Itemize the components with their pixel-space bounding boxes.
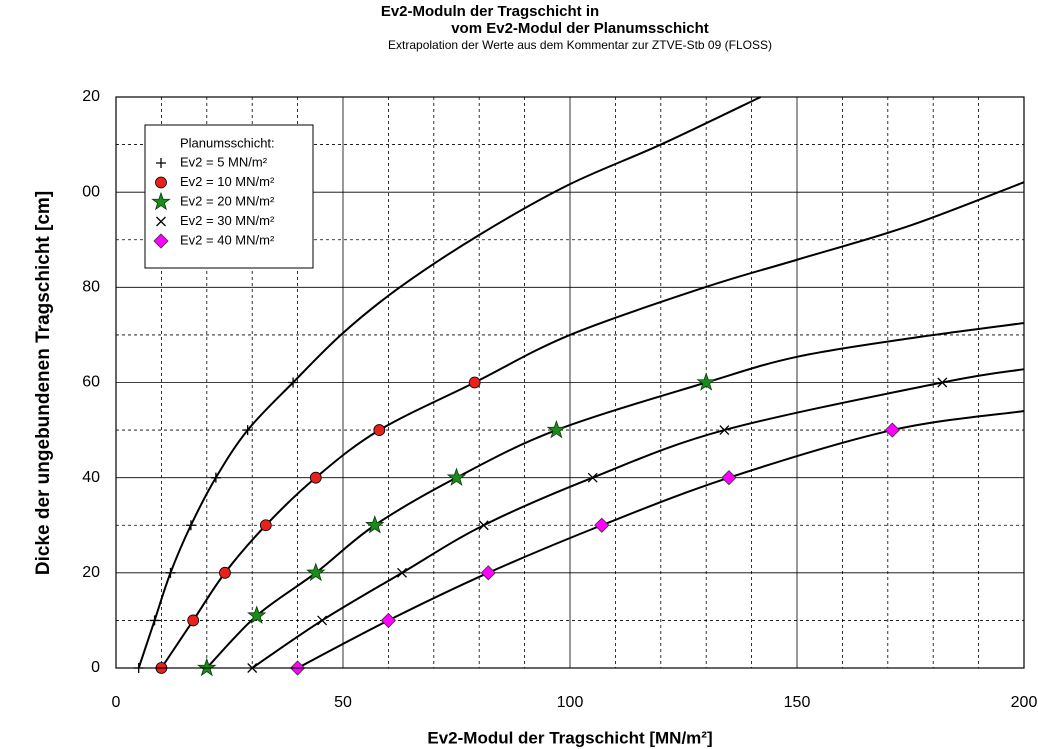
marker [719, 425, 730, 436]
y-tick-label: 40 [82, 469, 100, 486]
marker [594, 517, 610, 533]
marker [397, 567, 407, 578]
marker [259, 519, 272, 532]
legend-box [144, 124, 314, 269]
marker [373, 424, 386, 436]
curve [251, 368, 1025, 669]
marker [149, 615, 160, 626]
marker [156, 216, 166, 227]
chart-subtitle: Extrapolation der Werte aus dem Kommenta… [388, 38, 772, 52]
marker [247, 605, 267, 624]
y-axis-label: Dicke der ungebundenen Tragschicht [cm] [33, 191, 54, 575]
chart-title: vom Ev2-Modul der Planumsschicht [451, 20, 709, 37]
marker [480, 565, 496, 581]
y-tick-label: 120 [73, 88, 100, 105]
marker [309, 471, 322, 484]
marker [721, 470, 737, 486]
marker [317, 615, 328, 626]
marker [288, 377, 299, 388]
marker [210, 472, 221, 483]
legend-label: Ev2 = 30 MN/m² [180, 213, 275, 228]
marker [187, 614, 200, 627]
marker [937, 377, 948, 388]
marker [197, 657, 217, 677]
x-tick-label: 200 [1011, 694, 1038, 711]
legend: Planumsschicht: Ev2 = 5 MN/m² Ev2 = 10 MN/… [144, 124, 314, 269]
marker [156, 158, 166, 168]
marker [478, 520, 489, 531]
curve [206, 322, 1025, 669]
marker [219, 566, 231, 579]
legend-label: Ev2 = 5 MN/m² [180, 154, 268, 169]
chart-title: Ev2-Moduln der Tragschicht in [381, 3, 599, 20]
legend-label: Ev2 = 20 MN/m² [180, 193, 275, 208]
y-tick-label: 20 [82, 564, 100, 581]
x-tick-label: 0 [112, 694, 121, 711]
plot-frame [115, 96, 1025, 669]
y-tick-labels: 0 20 40 60 80 100 120 [73, 88, 100, 676]
marker [380, 612, 396, 628]
marker [242, 425, 253, 436]
marker [468, 376, 481, 389]
x-tick-label: 150 [784, 694, 811, 711]
marker [153, 233, 169, 249]
curve [137, 96, 762, 669]
marker [546, 419, 567, 439]
marker [151, 191, 171, 211]
y-tick-label: 0 [91, 659, 100, 676]
legend-title: Planumsschicht: [180, 135, 275, 150]
x-axis-label: Ev2-Modul der Tragschicht [MN/m²] [427, 728, 712, 747]
marker [306, 562, 326, 582]
y-tick-label: 100 [73, 183, 100, 200]
marker [185, 520, 196, 531]
x-tick-label: 100 [557, 694, 584, 711]
y-tick-label: 80 [82, 279, 100, 296]
marker [155, 176, 167, 189]
legend-label: Ev2 = 10 MN/m² [180, 174, 275, 189]
plot [133, 96, 1025, 677]
marker [884, 422, 900, 438]
marker [696, 372, 716, 391]
marker [446, 467, 467, 486]
x-tick-label: 50 [334, 694, 352, 711]
marker [587, 472, 598, 483]
marker [365, 515, 385, 534]
legend-label: Ev2 = 40 MN/m² [180, 232, 275, 247]
marker [165, 567, 176, 578]
y-tick-label: 60 [82, 374, 100, 391]
